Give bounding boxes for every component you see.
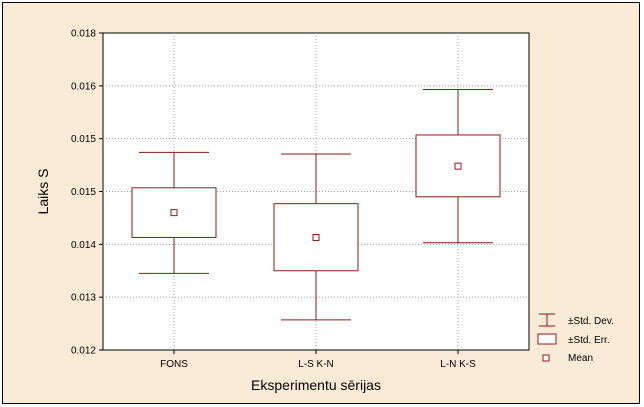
- boxes: [131, 89, 501, 321]
- legend-std-err-swatch: [537, 333, 557, 345]
- y-tick-label: 0.015: [71, 187, 96, 198]
- legend-label-mean: Mean: [568, 353, 593, 364]
- axes: 0.018 0.016 0.015 0.015 0.014 0.013 0.012 FONS L…: [71, 29, 476, 371]
- legend-item-std-dev: ±Std. Dev.: [539, 313, 614, 327]
- legend-mean-swatch: [542, 354, 550, 362]
- box-l-s-k-n: [273, 153, 359, 321]
- std-err-box: [131, 187, 217, 238]
- mean-marker: [454, 162, 462, 170]
- mean-marker: [312, 233, 320, 241]
- box-fons: [131, 151, 217, 274]
- y-tick-label: 0.012: [71, 346, 96, 357]
- legend: ±Std. Dev. ±Std. Err. Mean: [537, 313, 614, 364]
- x-tick-label: FONS: [160, 359, 188, 370]
- box-l-n-k-s: [415, 89, 501, 244]
- y-tick-label: 0.015: [71, 134, 96, 145]
- legend-item-std-err: ±Std. Err.: [537, 333, 610, 346]
- y-tick-label: 0.014: [71, 240, 96, 251]
- x-tick-label: L-S K-N: [298, 359, 334, 370]
- y-tick-label: 0.016: [71, 81, 96, 92]
- legend-label-std-err: ±Std. Err.: [568, 335, 610, 346]
- y-tick-label: 0.018: [71, 29, 96, 40]
- mean-marker: [170, 209, 178, 217]
- y-axis-title: Laiks S: [35, 169, 51, 215]
- legend-item-mean: Mean: [542, 353, 593, 364]
- legend-label-std-dev: ±Std. Dev.: [568, 316, 614, 327]
- x-axis-title: Eksperimentu sērijas: [251, 377, 381, 393]
- x-tick-label: L-N K-S: [440, 359, 476, 370]
- y-tick-label: 0.013: [71, 293, 96, 304]
